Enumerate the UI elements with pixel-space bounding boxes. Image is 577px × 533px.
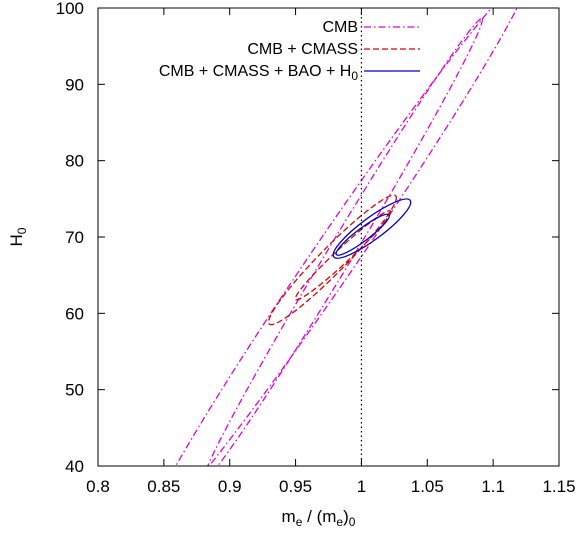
x-tick-label: 1.05 [411,477,444,496]
contour-1-inner [202,17,484,466]
legend-label-2: CMB + CMASS [247,41,358,58]
contour-3-inner [335,213,391,256]
x-tick-label: 0.85 [147,477,180,496]
y-tick-label: 60 [65,304,84,323]
contour-2-outer [267,194,397,326]
x-tick-label: 1 [357,477,366,496]
x-tick-label: 0.95 [279,477,312,496]
y-tick-label: 80 [65,152,84,171]
x-tick-label: 0.9 [218,477,242,496]
y-tick-label: 70 [65,228,84,247]
tick-layer: 0.8 0.85 0.9 0.95 1 1.05 1.1 1.15 40 50 60 70 80 90 10… [56,0,576,496]
y-tick-label: 40 [65,457,84,476]
legend-label-subscript: 0 [351,69,358,83]
legend-label-3: CMB + CMASS + BAO + H0 [159,63,359,83]
y-tick-label: 100 [56,0,84,18]
x-tick-label: 1.1 [481,477,505,496]
contour-1-outer [147,8,531,466]
y-tick-label: 50 [65,381,84,400]
y-tick-label: 90 [65,75,84,94]
y-axis-label: H0 [7,227,29,246]
contour-2-inner [294,210,392,301]
legend: CMB CMB + CMASS CMB + CMASS + BAO + H0 [159,19,420,83]
legend-label-1: CMB [322,19,358,36]
contour-3-outer [332,198,412,259]
x-tick-label: 0.8 [86,477,110,496]
x-axis-label: me / (me)0 [282,507,356,529]
x-tick-label: 1.15 [542,477,575,496]
